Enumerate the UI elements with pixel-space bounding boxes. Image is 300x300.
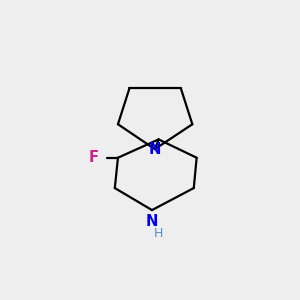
Text: N: N	[149, 142, 161, 157]
Text: F: F	[88, 150, 99, 165]
Text: N: N	[146, 214, 158, 229]
Text: H: H	[153, 227, 163, 240]
